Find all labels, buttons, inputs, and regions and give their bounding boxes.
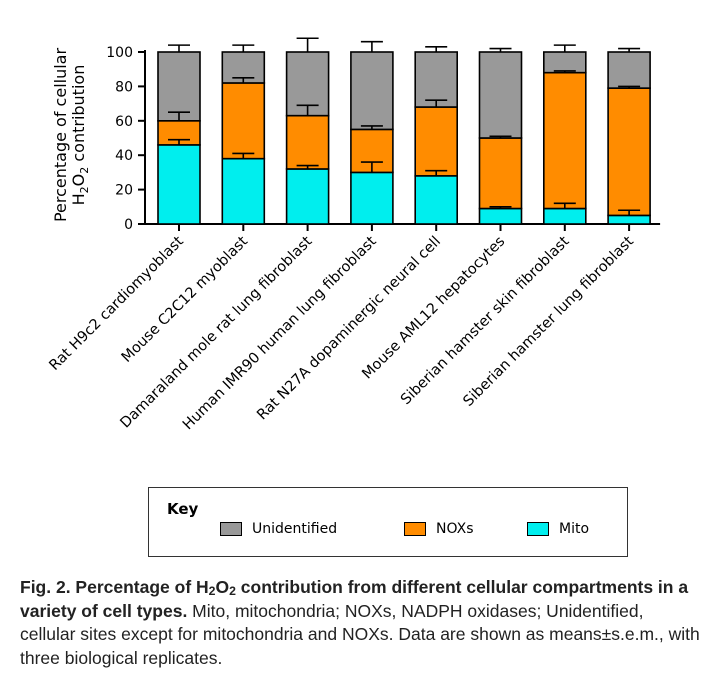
bar-segment-mito [478, 207, 523, 225]
bar-segment-noxs [607, 87, 651, 217]
bar-segment-mito [542, 207, 587, 225]
y-tick-label: 0 [124, 217, 133, 233]
bar-segment-mito [414, 175, 459, 225]
legend-label-unidentified: Unidentified [252, 521, 338, 537]
bar-segment-mito [285, 168, 330, 225]
legend-title: Key [167, 500, 199, 518]
figure-caption: Fig. 2. Percentage of H2O2 contribution … [20, 576, 700, 670]
legend-item-noxs: NOXs [404, 521, 473, 537]
y-tick-label: 20 [115, 183, 133, 199]
caption-title: Fig. 2. Percentage of H2O2 contribution … [20, 577, 689, 621]
y-axis-title-line2: H2O2 contribution [69, 65, 91, 206]
bar-segment-unidentified [157, 51, 201, 122]
legend-item-mito: Mito [527, 521, 589, 537]
caption-text: Mito, mitochondria; NOXs, NADPH oxidases… [20, 600, 700, 668]
bar-segment-mito [607, 214, 651, 225]
y-tick-label: 80 [115, 79, 133, 95]
legend-label-mito: Mito [559, 521, 590, 537]
bar-segment-mito [157, 144, 201, 225]
y-tick-label: 60 [115, 114, 133, 130]
stacked-bar-chart: Percentage of cellular H2O2 contribution… [46, 37, 661, 433]
y-tick-label: 40 [115, 148, 133, 164]
legend-item-unidentified: Unidentified [220, 521, 337, 537]
y-axis-title: Percentage of cellular [51, 48, 70, 223]
legend-swatch-noxs [404, 522, 426, 536]
bar-segment-noxs [478, 137, 523, 210]
bar-segment-unidentified [478, 51, 523, 139]
bar-segment-mito [221, 157, 266, 225]
bar-segment-mito [350, 171, 394, 225]
legend-label-noxs: NOXs [436, 521, 474, 537]
bar-segment-unidentified [607, 51, 651, 89]
bar-segment-unidentified [350, 51, 394, 131]
bar-segment-unidentified [542, 51, 587, 74]
y-tick-label: 100 [106, 45, 133, 61]
legend-key: Key Unidentified NOXs Mito [148, 487, 628, 557]
x-category-label: Mouse C2C12 myoblast [119, 233, 252, 366]
bar-segment-unidentified [414, 51, 459, 108]
bar-segment-noxs [221, 82, 266, 160]
legend-swatch-mito [527, 522, 549, 536]
bar-segment-noxs [542, 71, 587, 210]
legend-swatch-unidentified [220, 522, 242, 536]
x-category-label: Rat H9c2 cardiomyoblast [46, 233, 187, 374]
bar-segment-noxs [285, 114, 330, 170]
bar-segment-noxs [414, 106, 459, 177]
